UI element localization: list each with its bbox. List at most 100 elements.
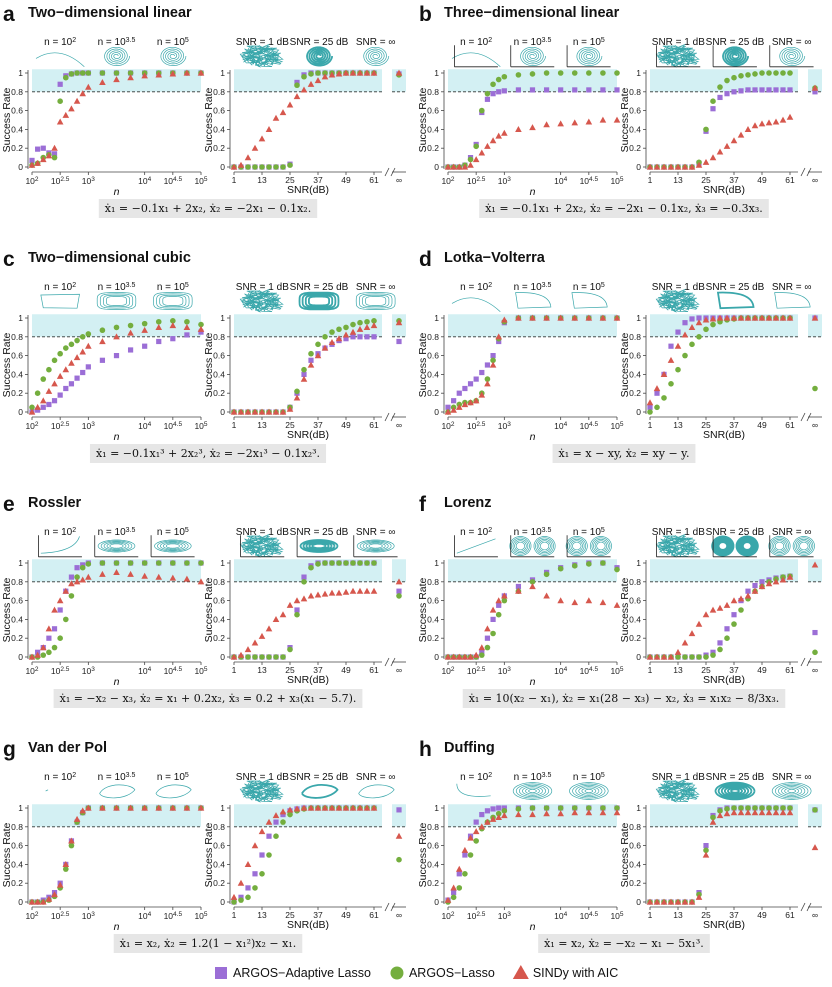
x-tick-label: 104.5 — [580, 176, 599, 187]
data-point — [252, 871, 258, 877]
y-tick-label: 0.8 — [11, 332, 23, 342]
data-point — [787, 70, 793, 76]
data-point — [357, 319, 363, 326]
data-point — [557, 70, 564, 76]
data-point — [85, 804, 92, 811]
data-point — [155, 318, 162, 325]
y-tick-label: 1 — [18, 803, 23, 813]
y-tick-label: 0 — [636, 897, 641, 907]
y-tick-label: 0.8 — [213, 577, 225, 587]
plot-snr: SNR = 1 dB SNR = 25 dB SNR = ∞ 0 0.2 0.4 0.6 0.… — [619, 37, 822, 196]
data-point — [45, 387, 53, 394]
equation-box — [89, 444, 327, 463]
data-point-inf — [396, 588, 402, 594]
plot-sample-size: n = 102 n = 103.5 n = 105 0 0.2 0.4 0.6 0.8 1 Suc… — [417, 282, 624, 444]
data-point — [68, 381, 75, 387]
trajectory-subtitle: n = 102 — [460, 37, 492, 49]
data-point — [280, 819, 286, 825]
data-point — [51, 626, 58, 632]
x-tick-label: 61 — [369, 910, 379, 920]
data-point — [444, 653, 452, 660]
data-point — [46, 649, 52, 656]
trajectory-glyph — [353, 535, 398, 558]
data-point — [731, 89, 737, 95]
data-point — [473, 376, 479, 382]
data-point — [703, 126, 709, 133]
data-point — [689, 341, 695, 348]
data-point — [495, 814, 502, 820]
trajectory-subtitle: SNR = 1 dB — [652, 527, 705, 538]
plot-sample-size: n = 102 n = 103.5 n = 105 0 0.2 0.4 0.6 0.8 1 Suc… — [1, 282, 208, 444]
y-tick-label: 0 — [434, 897, 439, 907]
data-point — [472, 828, 480, 835]
data-point — [462, 871, 468, 877]
trajectory-subtitle: n = 102 — [44, 527, 76, 539]
data-point — [113, 560, 120, 566]
trajectory-path — [456, 783, 491, 797]
data-point — [328, 804, 336, 811]
trajectory-subtitle: n = 103.5 — [98, 37, 136, 49]
data-point — [467, 156, 474, 163]
data-point — [710, 652, 716, 658]
y-tick-label: 0.8 — [213, 87, 225, 97]
trajectory-glyph — [306, 46, 333, 67]
x-tick-label: 102 — [25, 666, 38, 677]
trajectory-glyph — [512, 782, 553, 800]
plot-snr: SNR = 1 dB SNR = 25 dB SNR = ∞ 0 0.2 0.4 0.6 0.… — [619, 282, 822, 441]
trajectory-path — [509, 536, 556, 556]
data-point — [600, 560, 606, 566]
data-point — [300, 86, 308, 93]
data-point — [99, 70, 106, 76]
x-tick-label: 104 — [138, 176, 151, 187]
data-point — [773, 87, 779, 93]
y-tick-label: 0.6 — [213, 841, 225, 851]
data-point — [39, 644, 47, 651]
data-point — [717, 808, 723, 814]
x-tick-label: 105 — [610, 911, 623, 922]
data-point — [329, 560, 335, 566]
data-point — [272, 616, 280, 622]
data-point — [183, 324, 191, 330]
data-point — [660, 163, 668, 170]
data-point — [34, 403, 41, 410]
equation: ẋ₁ = x₂, ẋ₂ = −x₂ − x₁ − 5x₁³. — [544, 937, 704, 950]
data-point — [723, 601, 731, 608]
data-point — [62, 366, 70, 373]
data-point — [772, 578, 780, 585]
data-point — [653, 898, 661, 905]
trajectory-path — [154, 539, 192, 553]
panel-title: Three−dimensional linear — [444, 5, 620, 21]
x-tick-label: 61 — [785, 175, 795, 185]
x-tick-label: 105 — [610, 176, 623, 187]
data-point-inf — [396, 807, 402, 813]
success-band-inf — [808, 804, 822, 827]
y-tick-label: 0 — [18, 652, 23, 662]
data-point — [350, 334, 356, 340]
data-point — [710, 106, 716, 112]
data-point — [287, 646, 293, 653]
x-tick-label-inf: ∞ — [396, 420, 402, 430]
data-point — [571, 70, 578, 76]
data-point-inf — [396, 856, 402, 863]
data-point — [314, 77, 322, 84]
axis-frame — [454, 535, 498, 558]
legend-marker-circle — [390, 966, 404, 980]
x-tick-label: 102.5 — [51, 421, 70, 432]
trajectory-path — [40, 536, 80, 554]
data-point — [370, 69, 378, 76]
trajectory-path — [655, 778, 700, 803]
data-point — [731, 612, 737, 618]
data-point — [490, 353, 496, 359]
y-tick-label: 1 — [434, 803, 439, 813]
data-point — [674, 648, 682, 655]
data-point — [724, 806, 730, 812]
data-point — [183, 69, 191, 76]
data-point — [300, 804, 308, 811]
data-point — [515, 587, 522, 594]
data-point — [490, 616, 496, 622]
data-point — [461, 653, 469, 660]
data-point — [51, 891, 58, 898]
data-point — [455, 653, 463, 660]
data-point — [28, 898, 36, 905]
y-tick-label: 0.6 — [629, 841, 641, 851]
